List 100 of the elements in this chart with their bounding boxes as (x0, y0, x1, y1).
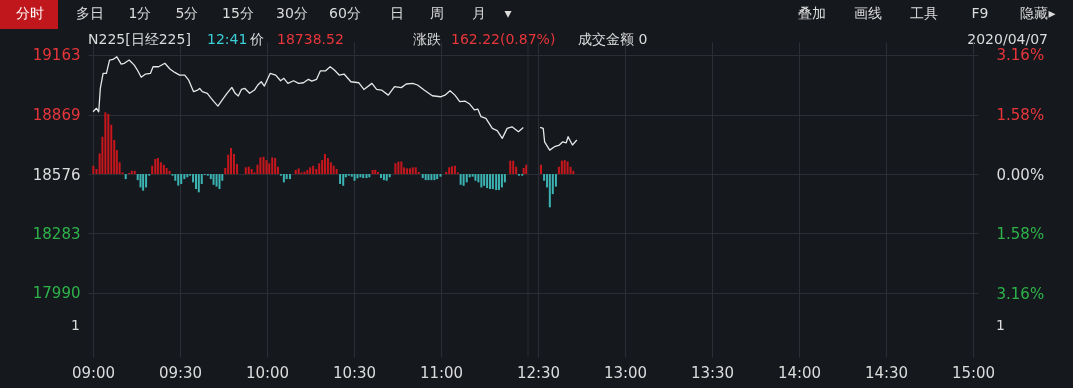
x-tick-label: 11:00 (419, 363, 464, 382)
text: 月 (472, 5, 486, 21)
text: 分时 (16, 5, 44, 21)
bar (92, 165, 95, 175)
bar (262, 156, 265, 175)
annotation: 12:41 (207, 31, 248, 47)
bar (162, 164, 165, 175)
bar (145, 174, 148, 188)
x-tick-label: 10:00 (245, 363, 290, 382)
text: 15分 (222, 5, 254, 21)
bar (180, 174, 183, 184)
y-tick-label: 18869 (32, 106, 81, 125)
bar (288, 174, 291, 180)
bar (323, 153, 326, 175)
bar (342, 174, 345, 186)
text: 1 (996, 317, 1005, 333)
bar (385, 174, 388, 181)
bar (388, 174, 391, 178)
y-tick-label: 17990 (32, 284, 81, 303)
bar (368, 174, 371, 178)
bar (107, 114, 110, 175)
bar (427, 174, 430, 181)
line-series (92, 56, 524, 139)
text: 叠加 (798, 5, 826, 21)
bar (362, 174, 365, 179)
text: 1分 (128, 5, 152, 21)
bar (159, 162, 162, 175)
text: 3.16% (996, 284, 1045, 303)
text: 日 (390, 5, 404, 21)
bar (312, 165, 315, 175)
text: 工具 (910, 5, 938, 21)
annotation: 162.22(0.87%) (451, 31, 556, 47)
text: 周 (430, 5, 444, 21)
bar (318, 163, 321, 175)
text: 画线 (854, 5, 882, 21)
bar (394, 163, 397, 175)
text: 多日 (76, 5, 104, 21)
bar (165, 167, 168, 175)
bar (297, 168, 300, 175)
x-tick-label: 15:00 (951, 363, 996, 382)
text: 1 (71, 317, 80, 333)
bar (379, 174, 382, 179)
bar (259, 157, 262, 175)
bar (195, 174, 198, 190)
bar (406, 168, 409, 175)
bar (522, 167, 525, 175)
bar (483, 174, 486, 186)
x-tick-label: 14:30 (864, 363, 909, 382)
bar (335, 168, 338, 175)
bar (218, 174, 221, 190)
text: 1.58% (996, 106, 1045, 125)
bar (168, 170, 171, 175)
annotation: 成交金额 0 (578, 31, 648, 47)
bar (477, 174, 480, 183)
bar (539, 164, 542, 175)
bar (250, 168, 253, 175)
bar (95, 168, 98, 175)
text: 60分 (329, 5, 361, 21)
bar (459, 174, 462, 185)
bar (525, 164, 528, 175)
x-tick-label: 13:00 (603, 363, 648, 382)
bar (421, 174, 424, 179)
text: F9 (971, 5, 989, 21)
bar (439, 174, 442, 177)
bar (265, 160, 268, 175)
bar (563, 160, 566, 175)
bar (480, 174, 483, 188)
bar (197, 174, 200, 193)
bar (244, 167, 247, 175)
bar (104, 112, 107, 175)
bar (471, 174, 474, 177)
y-tick-label: 19163 (32, 46, 81, 65)
bar (365, 174, 368, 179)
bar (282, 174, 285, 183)
annotation: 18738.52 (277, 31, 344, 47)
x-tick-label: 13:30 (690, 363, 735, 382)
bar (309, 167, 312, 175)
text: 3.16% (996, 46, 1045, 65)
bar (215, 174, 218, 187)
bar (332, 165, 335, 175)
annotation: 2020/04/07 (967, 31, 1048, 47)
bar (271, 157, 274, 175)
bar (486, 174, 489, 189)
bar (339, 174, 342, 184)
text: 5分 (175, 5, 199, 21)
bar (548, 174, 551, 208)
text: ▾ (504, 5, 512, 21)
bar (560, 160, 563, 175)
x-tick-label: 09:00 (71, 363, 116, 382)
bar (465, 174, 468, 183)
x-tick-label: 10:30 (332, 363, 377, 382)
bar (382, 174, 385, 181)
bar (326, 158, 329, 175)
text: 隐藏▸ (1020, 5, 1056, 21)
bar (177, 174, 180, 186)
bar (512, 160, 515, 175)
bar (329, 162, 332, 175)
y-tick-label: 18283 (32, 224, 81, 243)
bar (133, 170, 136, 175)
x-tick-label: 09:30 (158, 363, 203, 382)
